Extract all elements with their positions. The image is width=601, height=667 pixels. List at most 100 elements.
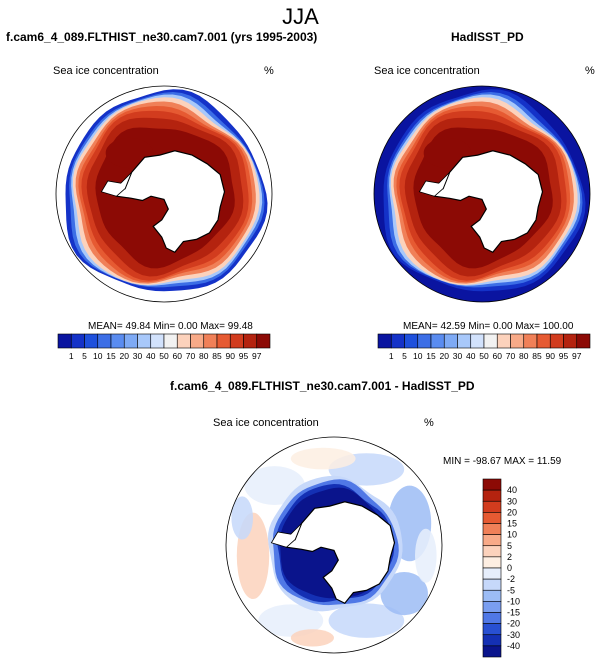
- diff-panel-units: %: [424, 417, 434, 429]
- colorbar-tick-label: -2: [507, 574, 515, 584]
- antarctica-coastline: [427, 150, 544, 254]
- map-fill-group: [56, 86, 272, 302]
- colorbar-swatch: [496, 333, 511, 349]
- right-map: [373, 85, 591, 303]
- left-map: [55, 85, 273, 303]
- colorbar-swatch: [482, 567, 502, 580]
- colorbar-swatch: [482, 589, 502, 602]
- colorbar-tick-label: 40: [466, 351, 476, 361]
- colorbar-swatch: [229, 333, 244, 349]
- colorbar-tick-label: 60: [493, 351, 503, 361]
- ronne-ice-shelf: [418, 172, 450, 197]
- colorbar-swatch: [482, 534, 502, 547]
- colorbar-swatch: [176, 333, 191, 349]
- diff-fill-group: [226, 437, 442, 653]
- colorbar-swatch: [482, 523, 502, 535]
- colorbar-swatch: [457, 333, 472, 349]
- colorbar-tick-label: 0: [507, 563, 512, 573]
- left-panel-title: f.cam6_4_089.FLTHIST_ne30.cam7.001 (yrs …: [6, 30, 318, 44]
- left-panel-stats: MEAN= 49.84 Min= 0.00 Max= 99.48: [88, 321, 253, 332]
- colorbar-swatch: [482, 556, 502, 569]
- colorbar-tick-label: 5: [507, 541, 512, 551]
- diff-map: [225, 436, 443, 654]
- map-boundary: [373, 85, 591, 303]
- anomaly-patch-6: [328, 603, 405, 638]
- right-panel-title: HadISST_PD: [451, 30, 524, 44]
- colorbar-swatch: [150, 333, 165, 349]
- left-panel-units: %: [264, 65, 274, 77]
- colorbar-tick-label: 40: [507, 485, 517, 495]
- colorbar-swatch: [482, 634, 502, 647]
- colorbar-tick-label: 15: [106, 351, 116, 361]
- colorbar-tick-label: 85: [532, 351, 542, 361]
- colorbar-tick-label: 20: [120, 351, 130, 361]
- colorbar-swatch: [84, 333, 99, 349]
- colorbar-swatch: [203, 333, 218, 349]
- colorbar-swatch: [430, 333, 445, 349]
- diff-panel-variable: Sea ice concentration: [213, 417, 319, 429]
- colorbar-tick-label: 10: [93, 351, 103, 361]
- colorbar-swatch: [377, 333, 392, 349]
- colorbar-tick-label: 97: [572, 351, 582, 361]
- colorbar-swatch: [57, 333, 72, 349]
- colorbar-swatch: [482, 489, 502, 502]
- colorbar-tick-label: 1: [69, 351, 74, 361]
- colorbar-swatch: [523, 333, 538, 349]
- colorbar-tick-label: 20: [440, 351, 450, 361]
- colorbar-swatch: [482, 601, 502, 613]
- colorbar-tick-label: 40: [146, 351, 156, 361]
- antarctica-coastline: [279, 501, 396, 605]
- colorbar-tick-label: 15: [507, 519, 517, 529]
- colorbar-tick-label: -10: [507, 596, 520, 606]
- colorbar-swatch: [417, 333, 432, 349]
- colorbar-tick-label: 1: [389, 351, 394, 361]
- colorbar-swatch: [483, 333, 498, 349]
- colorbar-swatch: [482, 623, 502, 636]
- colorbar-tick-label: 50: [479, 351, 489, 361]
- colorbar-tick-label: 10: [507, 530, 517, 540]
- colorbar-swatch: [390, 333, 405, 349]
- diff-panel-title: f.cam6_4_089.FLTHIST_ne30.cam7.001 - Had…: [170, 379, 475, 393]
- colorbar-tick-label: -20: [507, 619, 520, 629]
- colorbar-swatch: [70, 333, 85, 349]
- colorbar-tick-label: 15: [426, 351, 436, 361]
- colorbar-swatch: [110, 333, 125, 349]
- colorbar-tick-label: 20: [507, 507, 517, 517]
- colorbar-tick-label: 80: [199, 351, 209, 361]
- right-colorbar: 1 5 10 15 20 30 40 50 60 70 80 85 90 95 97: [377, 333, 591, 361]
- colorbar-swatch: [549, 333, 564, 349]
- left-panel-variable: Sea ice concentration: [53, 65, 159, 77]
- colorbar-swatch: [563, 333, 578, 349]
- right-panel-variable: Sea ice concentration: [374, 65, 480, 77]
- colorbar-swatch: [470, 333, 485, 349]
- colorbar-tick-label: 95: [239, 351, 249, 361]
- colorbar-swatch: [510, 333, 525, 349]
- colorbar-tick-label: 30: [453, 351, 463, 361]
- colorbar-swatch: [97, 333, 112, 349]
- anomaly-patch-5: [258, 604, 324, 637]
- colorbar-tick-label: 30: [507, 496, 517, 506]
- colorbar-swatch: [137, 333, 152, 349]
- colorbar-swatch: [404, 333, 419, 349]
- left-colorbar: 1 5 10 15 20 30 40 50 60 70 80 85 90 95 97: [57, 333, 271, 361]
- ronne-ice-shelf: [100, 172, 132, 197]
- colorbar-swatch: [256, 333, 271, 349]
- colorbar-tick-label: 90: [226, 351, 236, 361]
- anomaly-patch-7: [380, 572, 428, 616]
- map-boundary: [55, 85, 273, 303]
- colorbar-tick-label: 97: [252, 351, 262, 361]
- colorbar-swatch: [482, 500, 502, 513]
- right-panel-units: %: [585, 65, 595, 77]
- colorbar-swatch: [482, 478, 502, 491]
- colorbar-tick-label: 5: [82, 351, 87, 361]
- colorbar-swatch: [576, 333, 591, 349]
- colorbar-tick-label: 5: [402, 351, 407, 361]
- map-fill-group: [374, 86, 590, 302]
- colorbar-swatch: [216, 333, 231, 349]
- ronne-ice-shelf: [270, 523, 302, 548]
- colorbar-swatch: [443, 333, 458, 349]
- colorbar-swatch: [163, 333, 178, 349]
- colorbar-tick-label: 10: [413, 351, 423, 361]
